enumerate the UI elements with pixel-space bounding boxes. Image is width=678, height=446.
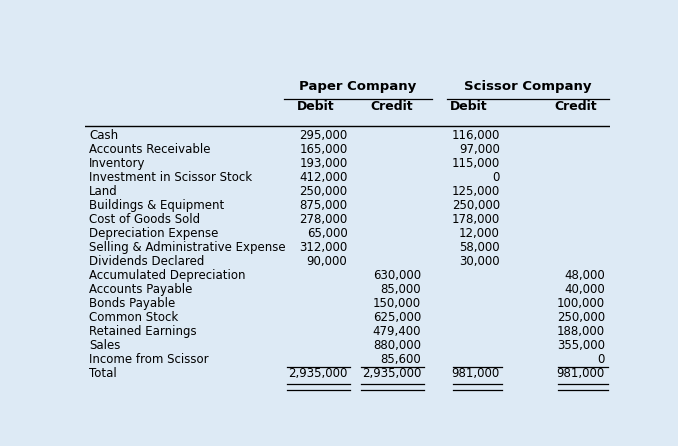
Text: Income from Scissor: Income from Scissor <box>89 353 209 366</box>
Text: 0: 0 <box>597 353 605 366</box>
Text: 412,000: 412,000 <box>299 171 348 184</box>
Text: Sales: Sales <box>89 339 120 352</box>
Text: 0: 0 <box>492 171 500 184</box>
Text: 875,000: 875,000 <box>300 199 348 212</box>
Text: Credit: Credit <box>555 100 597 113</box>
Text: 97,000: 97,000 <box>459 144 500 157</box>
Text: Scissor Company: Scissor Company <box>464 80 592 93</box>
Text: 312,000: 312,000 <box>299 241 348 254</box>
Text: 479,400: 479,400 <box>372 325 421 338</box>
Text: Land: Land <box>89 185 118 198</box>
Text: 355,000: 355,000 <box>557 339 605 352</box>
Text: Depreciation Expense: Depreciation Expense <box>89 227 218 240</box>
Text: 40,000: 40,000 <box>564 283 605 296</box>
Text: 250,000: 250,000 <box>557 311 605 324</box>
Text: 178,000: 178,000 <box>452 213 500 226</box>
Text: Buildings & Equipment: Buildings & Equipment <box>89 199 224 212</box>
Text: Cost of Goods Sold: Cost of Goods Sold <box>89 213 200 226</box>
Text: Dividends Declared: Dividends Declared <box>89 255 204 268</box>
Text: 188,000: 188,000 <box>557 325 605 338</box>
Text: Accounts Payable: Accounts Payable <box>89 283 193 296</box>
Text: Inventory: Inventory <box>89 157 146 170</box>
Text: 2,935,000: 2,935,000 <box>288 367 348 380</box>
Text: Cash: Cash <box>89 129 118 142</box>
Text: Debit: Debit <box>450 100 487 113</box>
Text: 85,600: 85,600 <box>380 353 421 366</box>
Text: Paper Company: Paper Company <box>300 80 416 93</box>
Text: 125,000: 125,000 <box>452 185 500 198</box>
Text: 116,000: 116,000 <box>452 129 500 142</box>
Text: Common Stock: Common Stock <box>89 311 178 324</box>
Text: 90,000: 90,000 <box>306 255 348 268</box>
Text: 981,000: 981,000 <box>557 367 605 380</box>
Text: Debit: Debit <box>297 100 335 113</box>
Text: 65,000: 65,000 <box>306 227 348 240</box>
Text: 193,000: 193,000 <box>299 157 348 170</box>
Text: Accounts Receivable: Accounts Receivable <box>89 144 210 157</box>
Text: 58,000: 58,000 <box>459 241 500 254</box>
Text: Bonds Payable: Bonds Payable <box>89 297 175 310</box>
Text: 880,000: 880,000 <box>373 339 421 352</box>
Text: 250,000: 250,000 <box>452 199 500 212</box>
Text: Credit: Credit <box>371 100 414 113</box>
Text: 278,000: 278,000 <box>299 213 348 226</box>
Text: 630,000: 630,000 <box>373 269 421 282</box>
Text: 115,000: 115,000 <box>452 157 500 170</box>
Text: 625,000: 625,000 <box>373 311 421 324</box>
Text: 12,000: 12,000 <box>459 227 500 240</box>
Text: 165,000: 165,000 <box>299 144 348 157</box>
Text: 295,000: 295,000 <box>299 129 348 142</box>
Text: 2,935,000: 2,935,000 <box>361 367 421 380</box>
Text: Total: Total <box>89 367 117 380</box>
Text: 100,000: 100,000 <box>557 297 605 310</box>
Text: Investment in Scissor Stock: Investment in Scissor Stock <box>89 171 252 184</box>
Text: 981,000: 981,000 <box>452 367 500 380</box>
Text: Selling & Administrative Expense: Selling & Administrative Expense <box>89 241 285 254</box>
Text: 150,000: 150,000 <box>373 297 421 310</box>
Text: 250,000: 250,000 <box>300 185 348 198</box>
Text: Accumulated Depreciation: Accumulated Depreciation <box>89 269 245 282</box>
Text: 85,000: 85,000 <box>380 283 421 296</box>
Text: Retained Earnings: Retained Earnings <box>89 325 197 338</box>
Text: 48,000: 48,000 <box>564 269 605 282</box>
Text: 30,000: 30,000 <box>459 255 500 268</box>
